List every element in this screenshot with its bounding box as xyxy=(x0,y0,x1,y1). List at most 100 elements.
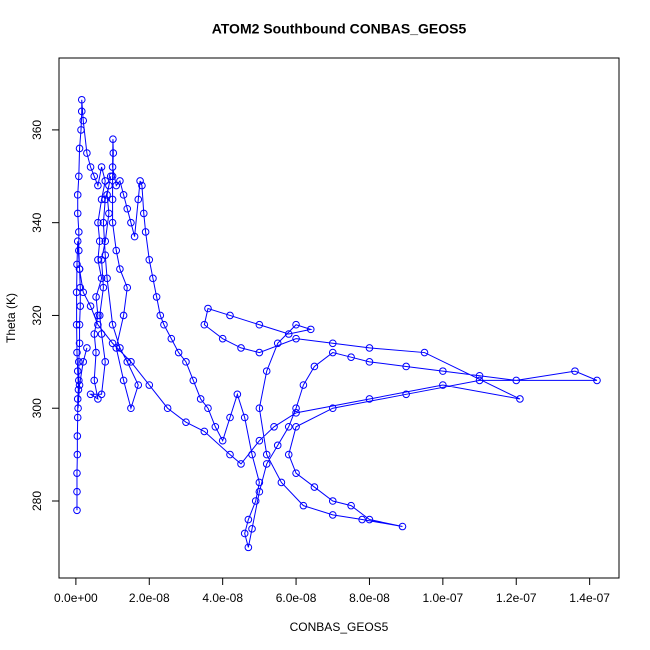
point xyxy=(123,204,132,213)
x-tick-label: 1.0e-07 xyxy=(423,591,464,605)
point xyxy=(273,441,282,450)
point xyxy=(347,501,355,510)
point xyxy=(94,320,102,329)
point xyxy=(123,283,132,292)
point xyxy=(134,381,143,389)
y-tick-label: 340 xyxy=(30,212,44,232)
point xyxy=(76,302,85,310)
point xyxy=(105,209,113,218)
point xyxy=(108,339,117,348)
point xyxy=(95,237,104,246)
y-tick-label: 360 xyxy=(30,120,44,140)
point xyxy=(189,376,198,385)
point xyxy=(77,95,86,104)
point xyxy=(94,181,102,190)
point xyxy=(97,255,106,264)
point xyxy=(108,172,117,181)
point xyxy=(306,325,315,334)
point xyxy=(116,177,124,185)
point xyxy=(90,172,99,181)
point xyxy=(310,362,319,371)
point xyxy=(134,195,143,204)
point xyxy=(103,274,111,283)
point xyxy=(233,390,242,399)
point xyxy=(75,172,83,181)
point xyxy=(72,288,81,297)
point xyxy=(328,497,337,505)
point xyxy=(156,311,165,320)
point xyxy=(72,320,81,329)
point xyxy=(73,450,82,459)
point xyxy=(292,334,300,343)
point xyxy=(138,181,146,190)
point xyxy=(119,311,128,320)
point xyxy=(299,381,308,389)
point xyxy=(226,413,234,422)
point xyxy=(75,246,83,255)
point xyxy=(328,348,337,357)
point xyxy=(358,515,366,524)
point xyxy=(244,515,253,524)
point xyxy=(145,255,154,264)
point xyxy=(101,251,110,259)
point xyxy=(292,404,300,413)
point xyxy=(90,376,99,385)
point xyxy=(200,427,209,436)
point xyxy=(73,395,82,403)
point xyxy=(116,344,124,352)
point xyxy=(237,460,245,468)
point xyxy=(218,436,227,445)
point xyxy=(73,191,82,199)
point xyxy=(237,344,245,352)
point xyxy=(420,348,429,357)
point xyxy=(74,404,82,413)
point xyxy=(200,320,209,329)
point xyxy=(512,376,521,385)
point xyxy=(75,376,83,385)
point xyxy=(108,320,117,329)
point xyxy=(244,543,253,552)
point xyxy=(365,344,374,352)
point xyxy=(99,218,108,227)
point xyxy=(112,246,121,255)
point xyxy=(77,126,85,134)
point xyxy=(127,218,135,227)
point xyxy=(149,274,157,283)
point xyxy=(398,522,407,531)
point xyxy=(101,177,110,185)
point xyxy=(119,376,128,385)
point xyxy=(95,311,104,320)
point xyxy=(439,367,447,375)
point xyxy=(475,371,484,380)
point xyxy=(365,358,374,366)
point xyxy=(402,362,410,371)
point xyxy=(226,450,234,459)
point xyxy=(196,395,205,403)
y-tick-label: 320 xyxy=(30,305,44,325)
x-tick-label: 8.0e-08 xyxy=(349,591,390,605)
point xyxy=(248,450,256,459)
x-tick-label: 6.0e-08 xyxy=(276,591,317,605)
point xyxy=(77,107,86,116)
point xyxy=(402,390,410,399)
point xyxy=(73,487,81,496)
point xyxy=(119,191,128,199)
plot-box xyxy=(58,57,620,579)
point xyxy=(123,358,132,366)
point xyxy=(75,144,84,153)
point xyxy=(255,320,264,329)
point xyxy=(130,232,139,241)
point xyxy=(182,358,190,366)
point xyxy=(204,304,212,313)
point xyxy=(292,469,300,477)
point xyxy=(251,497,260,505)
point xyxy=(255,478,264,487)
point xyxy=(145,381,154,389)
point xyxy=(292,422,300,431)
point xyxy=(255,404,264,413)
point xyxy=(83,344,91,352)
point xyxy=(73,260,81,269)
point xyxy=(73,469,81,477)
point xyxy=(97,330,106,338)
point xyxy=(103,191,111,199)
